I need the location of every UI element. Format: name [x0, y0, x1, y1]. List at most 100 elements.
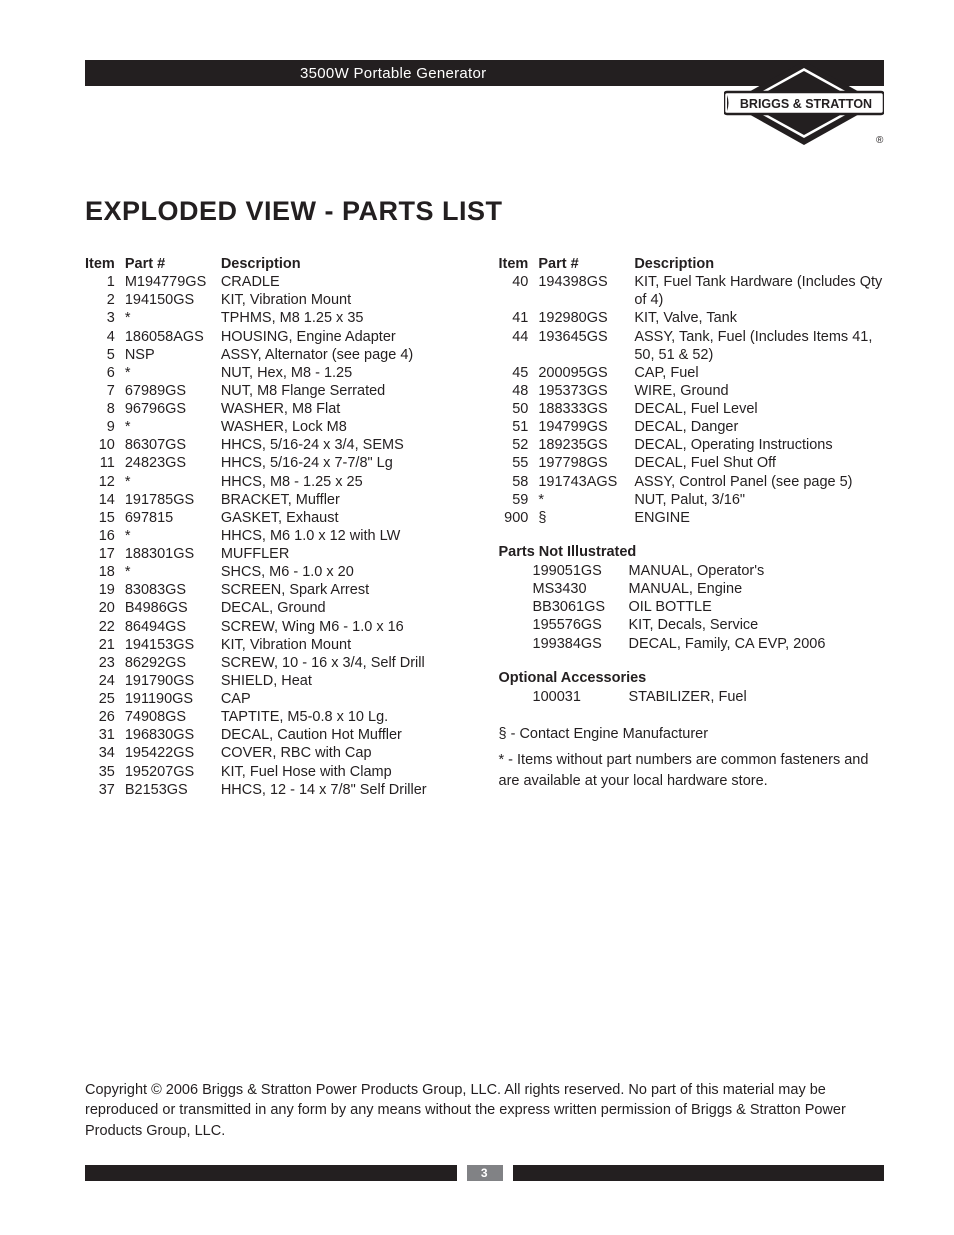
- cell-part: 191190GS: [125, 690, 221, 708]
- cell-desc: SCREEN, Spark Arrest: [221, 581, 427, 599]
- table-row: 24191790GSSHIELD, Heat: [85, 672, 427, 690]
- cell-desc: ENGINE: [634, 509, 884, 527]
- cell-item: 21: [85, 636, 125, 654]
- parts-column-right: Item Part # Description 40194398GSKIT, F…: [499, 255, 885, 799]
- cell-part: 83083GS: [125, 581, 221, 599]
- table-row: 2674908GSTAPTITE, M5-0.8 x 10 Lg.: [85, 708, 427, 726]
- cell-part: *: [125, 527, 221, 545]
- cell-desc: WIRE, Ground: [634, 382, 884, 400]
- cell-desc: BRACKET, Muffler: [221, 491, 427, 509]
- cell-item: 16: [85, 527, 125, 545]
- col-item: Item: [499, 255, 539, 273]
- cell-item: 44: [499, 328, 539, 364]
- table-row: 44193645GSASSY, Tank, Fuel (Includes Ite…: [499, 328, 885, 364]
- cell-part: 199051GS: [533, 562, 629, 580]
- cell-desc: WASHER, M8 Flat: [221, 400, 427, 418]
- col-desc: Description: [221, 255, 427, 273]
- table-row: 100031STABILIZER, Fuel: [499, 688, 747, 706]
- table-row: 2286494GSSCREW, Wing M6 - 1.0 x 16: [85, 618, 427, 636]
- table-row: 41192980GSKIT, Valve, Tank: [499, 309, 885, 327]
- table-row: 9*WASHER, Lock M8: [85, 418, 427, 436]
- cell-desc: GASKET, Exhaust: [221, 509, 427, 527]
- table-row: 17188301GSMUFFLER: [85, 545, 427, 563]
- cell-item: 41: [499, 309, 539, 327]
- cell-desc: SHIELD, Heat: [221, 672, 427, 690]
- svg-text:®: ®: [876, 135, 884, 146]
- cell-item: [499, 598, 533, 616]
- cell-item: 900: [499, 509, 539, 527]
- cell-item: 23: [85, 654, 125, 672]
- cell-part: 74908GS: [125, 708, 221, 726]
- footer-bar-left: [85, 1165, 457, 1181]
- cell-item: 3: [85, 309, 125, 327]
- cell-item: 24: [85, 672, 125, 690]
- table-row: 12*HHCS, M8 - 1.25 x 25: [85, 473, 427, 491]
- acc-heading: Optional Accessories: [499, 669, 885, 687]
- cell-item: 17: [85, 545, 125, 563]
- cell-part: M194779GS: [125, 273, 221, 291]
- cell-part: 193645GS: [538, 328, 634, 364]
- cell-item: 48: [499, 382, 539, 400]
- table-row: 1983083GSSCREEN, Spark Arrest: [85, 581, 427, 599]
- col-part: Part #: [125, 255, 221, 273]
- cell-item: 58: [499, 473, 539, 491]
- table-row: 896796GSWASHER, M8 Flat: [85, 400, 427, 418]
- cell-part: BB3061GS: [533, 598, 629, 616]
- cell-item: 35: [85, 763, 125, 781]
- cell-desc: DECAL, Fuel Level: [634, 400, 884, 418]
- cell-part: *: [125, 563, 221, 581]
- cell-desc: KIT, Decals, Service: [629, 616, 826, 634]
- cell-desc: DECAL, Family, CA EVP, 2006: [629, 635, 826, 653]
- cell-item: 4: [85, 328, 125, 346]
- svg-text:BRIGGS & STRATTON: BRIGGS & STRATTON: [740, 97, 872, 111]
- cell-desc: DECAL, Danger: [634, 418, 884, 436]
- cell-part: 86494GS: [125, 618, 221, 636]
- cell-part: 96796GS: [125, 400, 221, 418]
- cell-part: 67989GS: [125, 382, 221, 400]
- cell-item: [499, 688, 533, 706]
- table-header: Item Part # Description: [499, 255, 885, 273]
- cell-item: 15: [85, 509, 125, 527]
- cell-desc: KIT, Fuel Hose with Clamp: [221, 763, 427, 781]
- table-row: 55197798GSDECAL, Fuel Shut Off: [499, 454, 885, 472]
- table-row: 767989GSNUT, M8 Flange Serrated: [85, 382, 427, 400]
- table-row: 1086307GSHHCS, 5/16-24 x 3/4, SEMS: [85, 436, 427, 454]
- cell-part: MS3430: [533, 580, 629, 598]
- cell-item: 51: [499, 418, 539, 436]
- table-row: MS3430MANUAL, Engine: [499, 580, 826, 598]
- cell-part: B4986GS: [125, 599, 221, 617]
- cell-part: 86292GS: [125, 654, 221, 672]
- table-row: 5NSPASSY, Alternator (see page 4): [85, 346, 427, 364]
- footer-bar-right: [513, 1165, 885, 1181]
- footnotes: § - Contact Engine Manufacturer * - Item…: [499, 724, 885, 793]
- table-row: 15697815GASKET, Exhaust: [85, 509, 427, 527]
- cell-part: 195422GS: [125, 744, 221, 762]
- table-row: 45200095GSCAP, Fuel: [499, 364, 885, 382]
- table-row: 34195422GSCOVER, RBC with Cap: [85, 744, 427, 762]
- cell-part: 194153GS: [125, 636, 221, 654]
- cell-item: 52: [499, 436, 539, 454]
- cell-item: 55: [499, 454, 539, 472]
- cell-item: 11: [85, 454, 125, 472]
- cell-part: *: [538, 491, 634, 509]
- cell-item: 34: [85, 744, 125, 762]
- cell-item: 20: [85, 599, 125, 617]
- table-row: 1124823GSHHCS, 5/16-24 x 7-7/8" Lg: [85, 454, 427, 472]
- cell-desc: HHCS, M6 1.0 x 12 with LW: [221, 527, 427, 545]
- cell-desc: CAP: [221, 690, 427, 708]
- cell-desc: STABILIZER, Fuel: [629, 688, 747, 706]
- col-desc: Description: [634, 255, 884, 273]
- cell-desc: ASSY, Control Panel (see page 5): [634, 473, 884, 491]
- cell-part: 186058AGS: [125, 328, 221, 346]
- page-footer: 3: [85, 1165, 884, 1181]
- cell-desc: MANUAL, Operator's: [629, 562, 826, 580]
- table-row: 14191785GSBRACKET, Muffler: [85, 491, 427, 509]
- table-row: 6*NUT, Hex, M8 - 1.25: [85, 364, 427, 382]
- cell-desc: SHCS, M6 - 1.0 x 20: [221, 563, 427, 581]
- cell-desc: SCREW, 10 - 16 x 3/4, Self Drill: [221, 654, 427, 672]
- table-row: 58191743AGSASSY, Control Panel (see page…: [499, 473, 885, 491]
- cell-part: NSP: [125, 346, 221, 364]
- cell-item: 45: [499, 364, 539, 382]
- cell-part: 194799GS: [538, 418, 634, 436]
- cell-item: 12: [85, 473, 125, 491]
